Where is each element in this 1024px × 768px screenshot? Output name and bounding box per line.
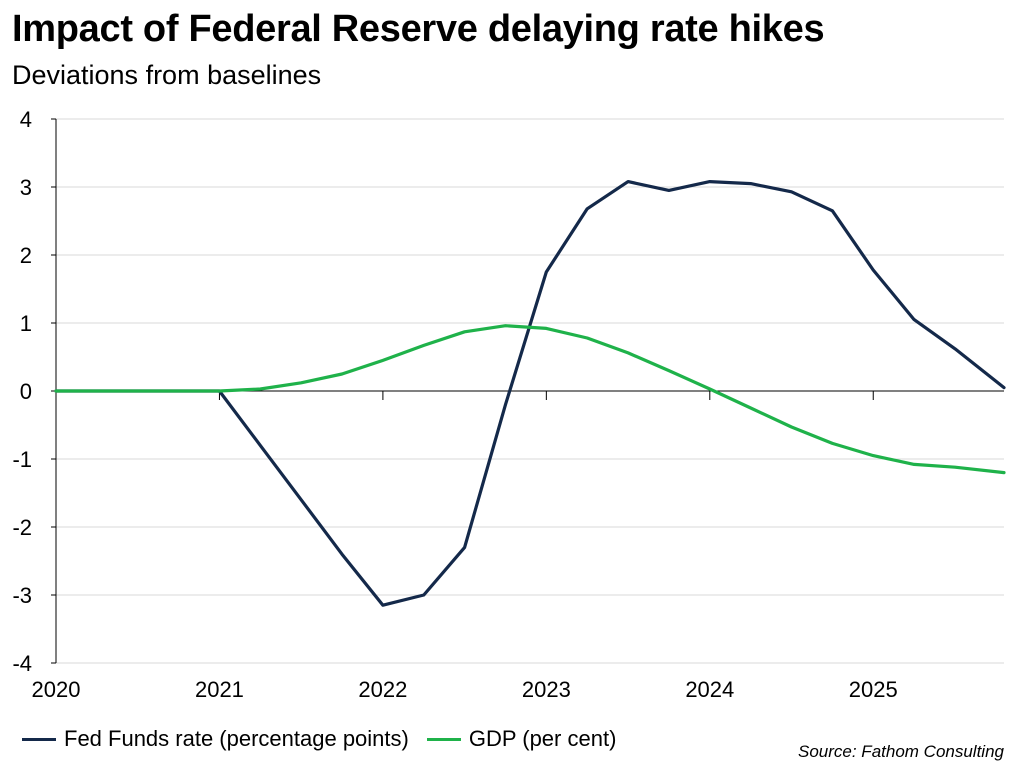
x-tick-label: 2023 (522, 677, 571, 702)
y-tick-label: -3 (12, 583, 32, 608)
y-tick-label: 4 (20, 107, 32, 132)
legend-swatch-fed-funds (22, 737, 56, 741)
x-tick-label: 2025 (849, 677, 898, 702)
y-tick-label: 0 (20, 379, 32, 404)
chart-subtitle: Deviations from baselines (12, 60, 322, 90)
legend-swatch-gdp (426, 737, 461, 741)
legend-item-gdp: GDP (per cent) (426, 726, 617, 752)
y-tick-label: 2 (20, 243, 32, 268)
y-tick-label: -2 (12, 515, 32, 540)
y-tick-label: -1 (12, 447, 32, 472)
x-tick-label: 2021 (195, 677, 244, 702)
x-tick-label: 2024 (685, 677, 734, 702)
series-line-gdp (54, 324, 1006, 475)
x-tick-label: 2022 (358, 677, 407, 702)
series-line-fed-funds (54, 180, 1006, 607)
legend-label-gdp: GDP (per cent) (468, 726, 617, 751)
legend: Fed Funds rate (percentage points) GDP (… (22, 726, 634, 752)
y-tick-label: -4 (12, 651, 32, 676)
y-tick-label: 3 (20, 175, 32, 200)
x-tick-label: 2020 (32, 677, 81, 702)
legend-item-fed-funds: Fed Funds rate (percentage points) (22, 726, 409, 752)
y-tick-label: 1 (20, 311, 32, 336)
chart-title: Impact of Federal Reserve delaying rate … (12, 8, 825, 50)
source-note: Source: Fathom Consulting (798, 742, 1004, 761)
legend-label-fed-funds: Fed Funds rate (percentage points) (64, 726, 409, 751)
